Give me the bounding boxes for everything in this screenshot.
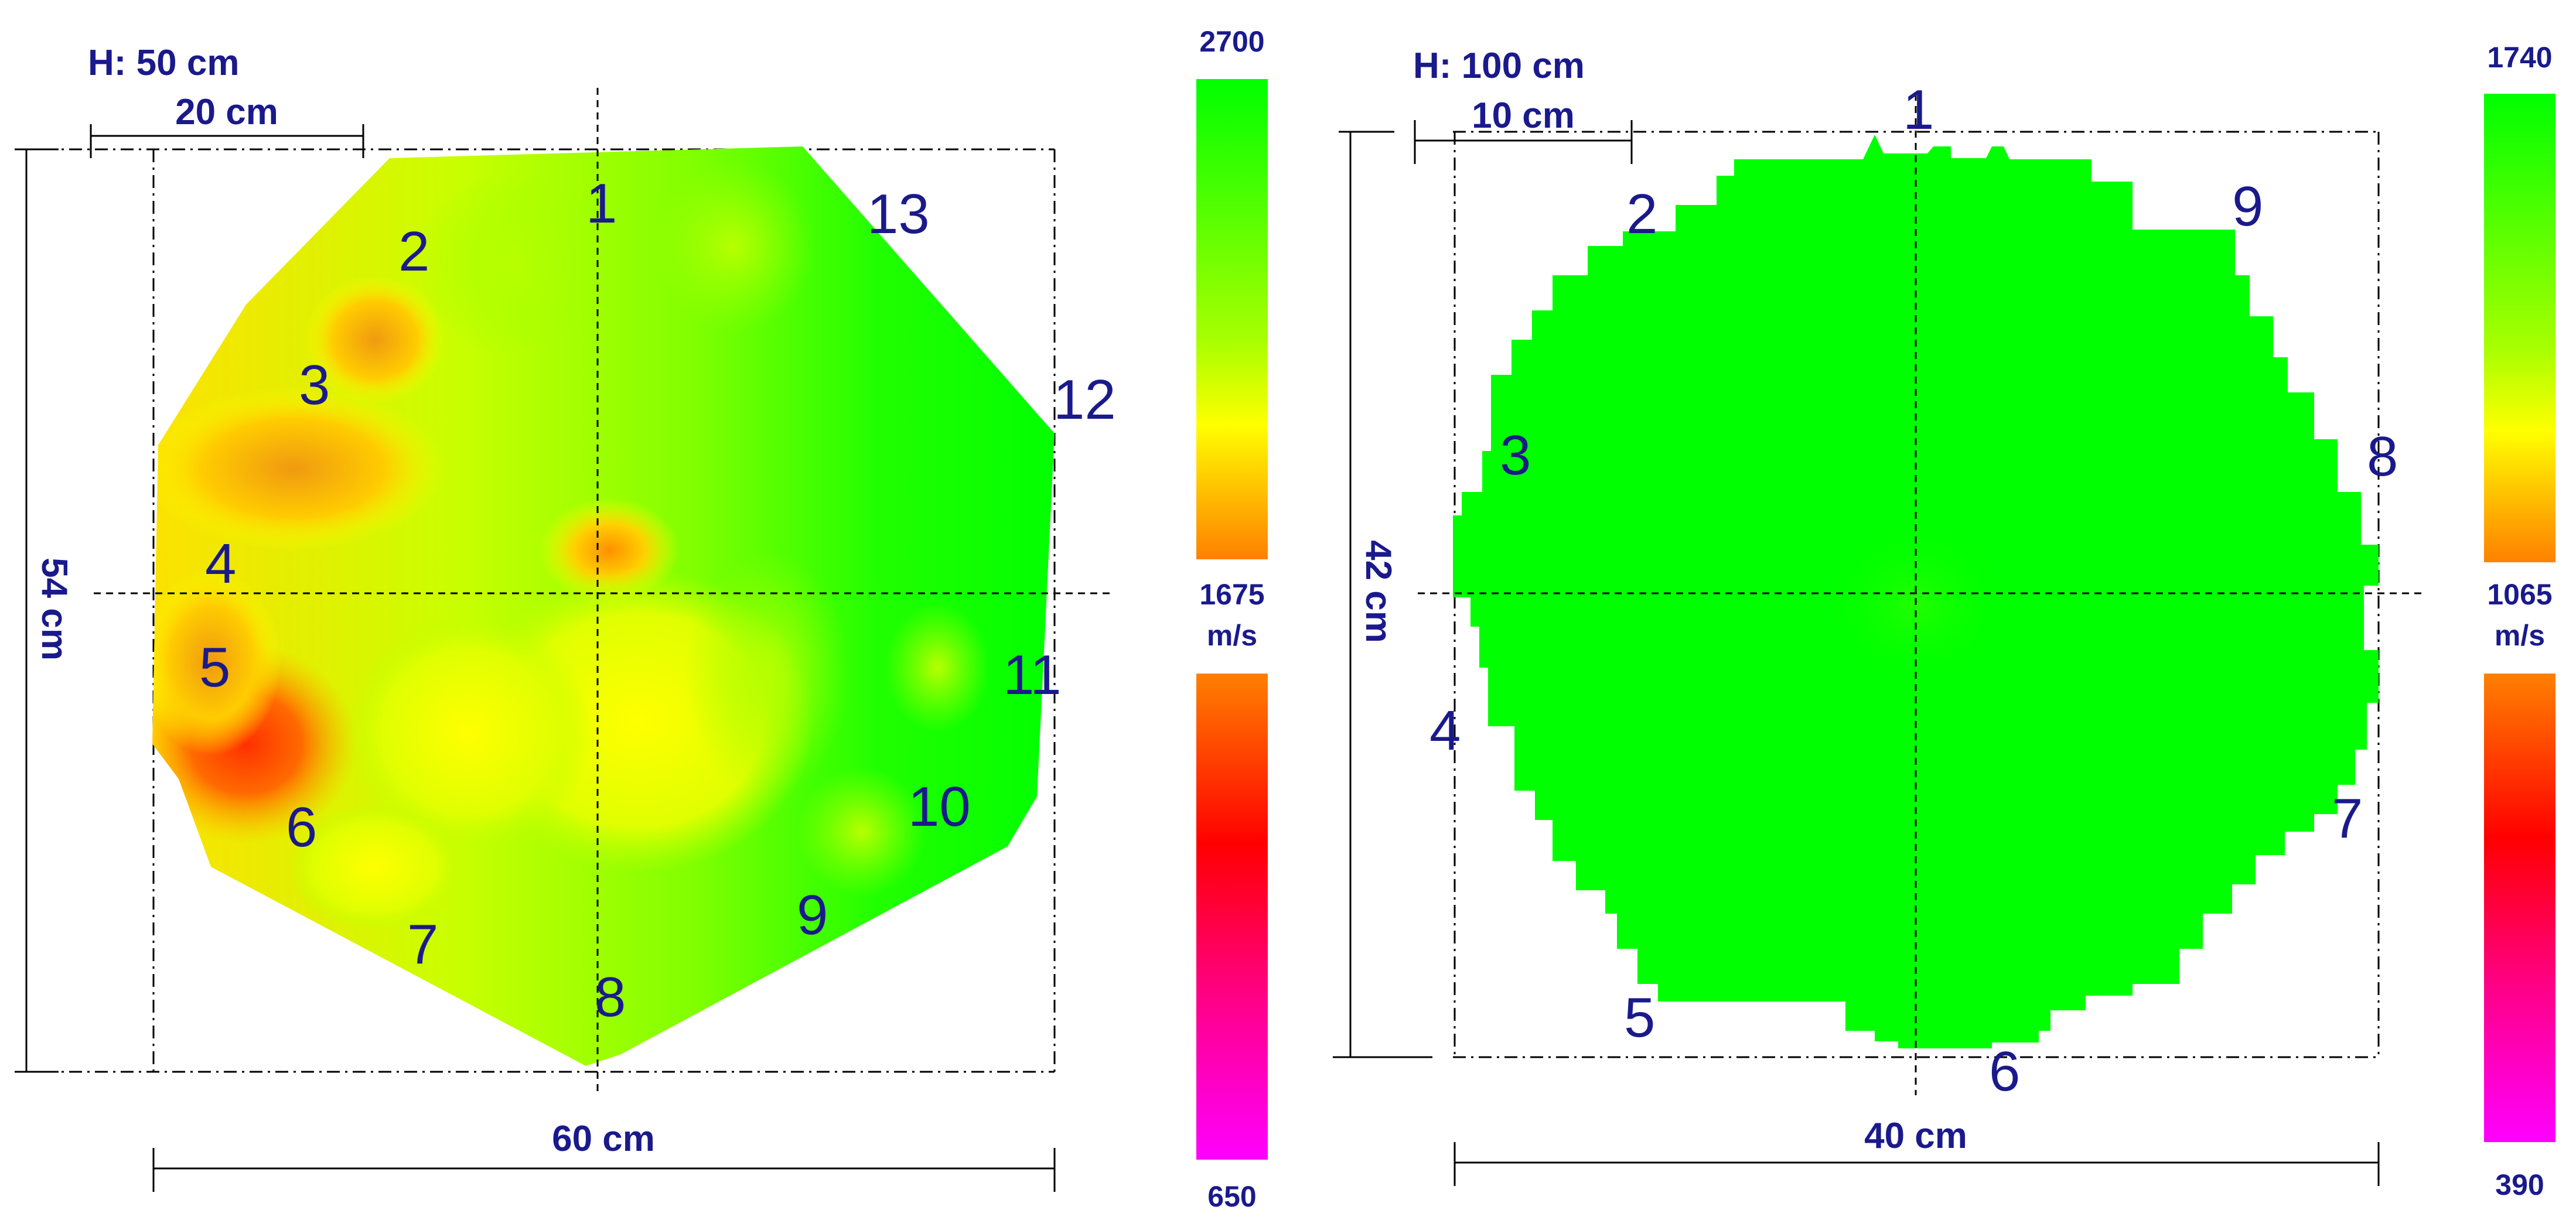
width-dimension (152, 1148, 1056, 1192)
sensor-label: 8 (595, 966, 626, 1028)
center-crosshair (94, 88, 1110, 1095)
colorbar-mid: 1065 (2487, 578, 2552, 611)
width-dimension (1454, 1142, 2380, 1186)
sensor-label: 9 (797, 884, 828, 946)
sensor-label: 1 (1903, 78, 1934, 141)
sensor-labels: 1 2 3 4 5 6 7 8 9 10 11 12 13 (199, 172, 1116, 1028)
sensor-label: 7 (407, 913, 438, 976)
sensor-label: 7 (2332, 787, 2363, 850)
extent-box (18, 148, 1056, 1073)
colorbar (1196, 79, 1268, 1160)
panel-2: H: 100 cm 10 cm 1 2 3 (1333, 41, 2555, 1201)
height-label: H: 100 cm (1413, 46, 1585, 86)
colorbar-max: 2700 (1199, 25, 1264, 58)
sensor-label: 6 (286, 796, 317, 859)
sensor-label: 13 (867, 183, 930, 245)
sensor-labels: 1 2 3 4 5 6 7 8 9 (1429, 78, 2398, 1103)
colorbar-unit: m/s (2495, 619, 2545, 652)
panel-1: H: 50 cm 20 cm (15, 25, 1268, 1213)
sensor-label: 1 (586, 172, 617, 235)
depth-label: 54 cm (34, 558, 74, 661)
sensor-label: 9 (2232, 175, 2263, 238)
sensor-label: 2 (1626, 183, 1657, 245)
colorbar-min: 390 (2495, 1168, 2544, 1201)
colorbar-min: 650 (1207, 1180, 1256, 1213)
depth-label: 42 cm (1358, 540, 1398, 643)
sensor-label: 3 (299, 354, 330, 416)
scale-bar-label: 20 cm (175, 92, 278, 132)
colorbar-unit: m/s (1207, 619, 1257, 652)
sensor-label: 6 (1989, 1040, 2020, 1103)
sensor-label: 4 (205, 532, 236, 595)
sensor-label: 2 (398, 220, 429, 283)
sensor-label: 8 (2367, 425, 2398, 488)
depth-dimension (1333, 131, 1432, 1058)
width-label: 60 cm (552, 1119, 655, 1159)
scale-bar-label: 10 cm (1472, 95, 1575, 136)
sensor-label: 5 (1624, 986, 1655, 1049)
colorbar-max: 1740 (2487, 41, 2552, 74)
velocity-map (152, 146, 1055, 1066)
sensor-label: 10 (908, 775, 971, 838)
sensor-label: 12 (1053, 368, 1116, 431)
depth-dimension (15, 148, 59, 1073)
colorbar-mid: 1675 (1199, 578, 1264, 611)
sensor-label: 11 (1003, 644, 1062, 706)
width-label: 40 cm (1864, 1116, 1967, 1156)
scale-bar (90, 124, 364, 158)
center-crosshair (1418, 94, 2423, 1095)
height-label: H: 50 cm (88, 43, 239, 83)
sensor-label: 3 (1500, 424, 1531, 487)
scale-bar (1414, 120, 1633, 164)
colorbar (2484, 94, 2555, 1142)
sensor-label: 5 (199, 636, 230, 699)
sensor-label: 4 (1429, 699, 1461, 762)
